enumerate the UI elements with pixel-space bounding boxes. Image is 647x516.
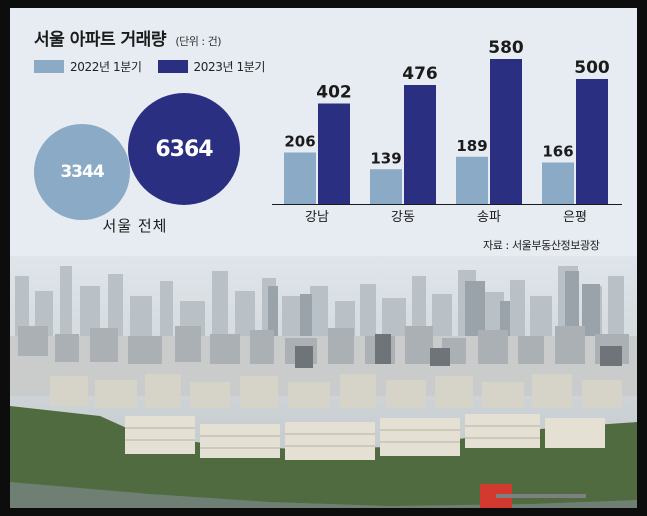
- chart-title-text: 서울 아파트 거래량: [34, 30, 166, 50]
- bar-은평-0: [542, 162, 574, 204]
- bar-value-label-강남-0: 206: [284, 133, 315, 151]
- bar-value-label-은평-0: 166: [542, 143, 573, 161]
- category-label-강동: 강동: [391, 210, 415, 225]
- infographic-frame: 206 402 강남 139 476 강동 189 580 송파 166 500 은평 서울 아파트 …: [10, 8, 637, 508]
- category-label-강남: 강남: [305, 210, 329, 225]
- category-label-은평: 은평: [563, 210, 587, 225]
- bar-강남-1: [318, 103, 350, 204]
- legend: 2022년 1분기 2023년 1분기: [34, 58, 281, 75]
- legend-item-2022: 2022년 1분기: [34, 58, 142, 75]
- bar-강동-1: [404, 85, 436, 204]
- category-label-송파: 송파: [477, 210, 501, 225]
- seoul-apartments-photo: [10, 256, 637, 508]
- legend-label-2022: 2022년 1분기: [70, 60, 142, 74]
- bar-value-label-강동-1: 476: [402, 64, 438, 84]
- legend-swatch-2022: [34, 60, 64, 73]
- district-bar-chart: 206 402 강남 139 476 강동 189 580 송파 166 500 은평: [272, 38, 622, 225]
- legend-swatch-2023: [157, 60, 188, 73]
- unit-label: (단위 : 건): [175, 35, 222, 48]
- legend-label-2023: 2023년 1분기: [193, 60, 266, 74]
- bar-강동-0: [370, 169, 402, 204]
- seoul-total-2023-value: 6364: [155, 136, 213, 162]
- source-note: 자료 : 서울부동산정보광장: [483, 239, 600, 252]
- bar-value-label-송파-0: 189: [456, 137, 487, 155]
- chart-title: 서울 아파트 거래량 (단위 : 건): [34, 25, 222, 50]
- legend-item-2023: 2023년 1분기: [157, 58, 266, 75]
- bar-은평-1: [576, 79, 608, 204]
- bar-value-label-강동-0: 139: [370, 149, 401, 167]
- bar-value-label-은평-1: 500: [574, 58, 610, 78]
- bar-강남-0: [284, 152, 316, 204]
- seoul-total-2022-bubble: 3344: [34, 124, 130, 220]
- bar-송파-0: [456, 156, 488, 204]
- bar-value-label-송파-1: 580: [488, 38, 524, 58]
- seoul-total-2023-bubble: 6364: [128, 93, 240, 205]
- bar-송파-1: [490, 59, 522, 204]
- bar-value-label-강남-1: 402: [316, 83, 352, 103]
- seoul-total-2022-value: 3344: [60, 162, 104, 182]
- seoul-total-label: 서울 전체: [102, 217, 168, 235]
